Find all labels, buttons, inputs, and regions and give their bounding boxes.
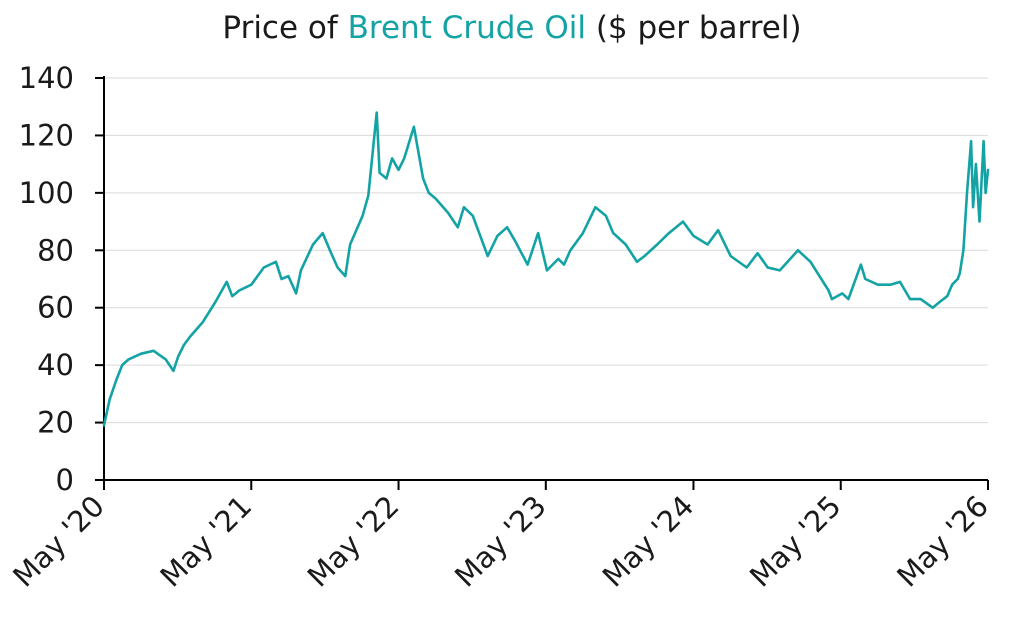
y-tick-label: 80 <box>37 233 74 267</box>
x-tick-label: May '25 <box>743 489 848 594</box>
y-tick-label: 140 <box>19 61 74 95</box>
series-layer <box>102 111 990 427</box>
gridlines <box>104 77 988 424</box>
tick-labels: 0 20 40 60 80 100 120 140 May '20 May '21 May '22 M… <box>6 61 995 594</box>
y-tick-label: 20 <box>37 406 74 440</box>
y-tick-label: 120 <box>19 118 74 152</box>
y-tick-label: 100 <box>19 176 74 210</box>
axes <box>95 76 989 490</box>
y-tick-label: 0 <box>56 463 74 497</box>
x-tick-label: May '26 <box>890 489 995 594</box>
x-tick-label: May '21 <box>154 489 259 594</box>
chart-title-highlight: Brent Crude Oil <box>347 10 586 46</box>
x-tick-label: May '23 <box>448 489 553 594</box>
chart-title-prefix: Price of <box>222 10 348 46</box>
x-tick-label: May '20 <box>6 489 111 594</box>
y-tick-label: 60 <box>37 291 74 325</box>
y-tick-label: 40 <box>37 348 74 382</box>
chart-title-suffix: ($ per barrel) <box>585 10 802 46</box>
x-tick-label: May '24 <box>596 489 701 594</box>
chart-title: Price of Brent Crude Oil ($ per barrel) <box>0 10 1024 46</box>
series-line-0 <box>102 111 990 427</box>
x-tick-label: May '22 <box>301 489 406 594</box>
